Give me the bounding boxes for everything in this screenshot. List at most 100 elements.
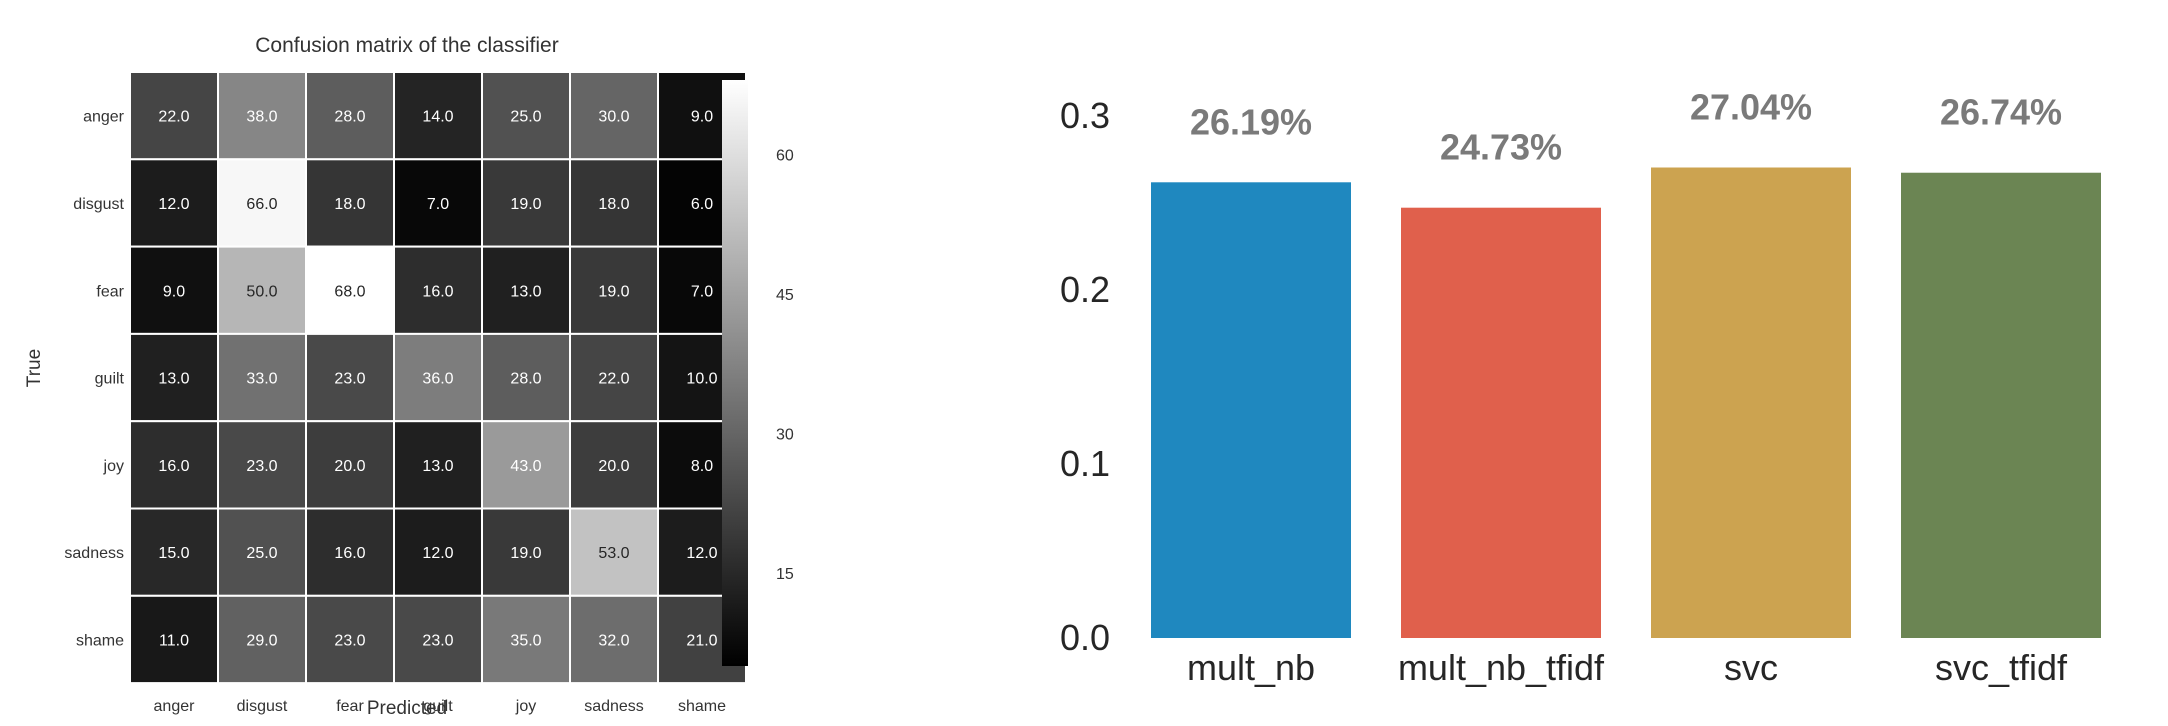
- heatmap-cell: [305, 158, 395, 248]
- heatmap-cell: [481, 594, 571, 685]
- heatmap-cell: [129, 594, 219, 685]
- heatmap-cell: [217, 507, 307, 597]
- heatmap-cell-label: 18.0: [334, 196, 365, 213]
- heatmap-cell: [393, 507, 483, 597]
- heatmap-y-tick-label: disgust: [73, 196, 124, 213]
- accuracy-bar-chart: 0.0 0.1 0.2 0.3 26.19% 24.73% 27.04% 26.74% mu…: [1060, 87, 2101, 688]
- bar-y-tick-label: 0.0: [1060, 617, 1110, 658]
- heatmap-cell-label: 15.0: [158, 545, 189, 562]
- heatmap-cell-label: 20.0: [334, 458, 365, 475]
- heatmap-cell-label: 20.0: [598, 458, 629, 475]
- heatmap-cell: [217, 71, 307, 161]
- heatmap-cell-label: 33.0: [246, 371, 277, 388]
- heatmap-cell-label: 25.0: [246, 545, 277, 562]
- heatmap-cell-label: 12.0: [422, 545, 453, 562]
- heatmap-cell-label: 29.0: [246, 632, 277, 649]
- heatmap-cell: [129, 507, 219, 597]
- heatmap-cell-label: 32.0: [598, 632, 629, 649]
- heatmap-cell-label: 35.0: [510, 632, 541, 649]
- heatmap-cell-label: 8.0: [691, 458, 713, 475]
- heatmap-cell-label: 53.0: [598, 545, 629, 562]
- heatmap-cell: [305, 245, 395, 335]
- heatmap-cell-label: 9.0: [691, 109, 713, 126]
- heatmap-cell: [393, 594, 483, 685]
- heatmap-cell: [217, 332, 307, 423]
- heatmap-cell-label: 12.0: [686, 545, 717, 562]
- heatmap-cell-label: 19.0: [510, 545, 541, 562]
- heatmap-cell: [305, 420, 395, 510]
- heatmap-cell-label: 43.0: [510, 458, 541, 475]
- heatmap-x-tick-label: sadness: [584, 698, 644, 715]
- heatmap-cell: [569, 594, 659, 685]
- heatmap-cell-label: 13.0: [158, 371, 189, 388]
- heatmap-cell: [305, 594, 395, 685]
- heatmap-cell-label: 21.0: [686, 632, 717, 649]
- heatmap-cell-label: 7.0: [691, 283, 713, 300]
- bar-value-label: 27.04%: [1690, 87, 1812, 128]
- bar-x-tick-label: svc: [1724, 647, 1778, 688]
- heatmap-cell: [481, 245, 571, 335]
- heatmap-cell-label: 23.0: [422, 632, 453, 649]
- heatmap-cell-label: 14.0: [422, 109, 453, 126]
- bar-x-tick-label: mult_nb_tfidf: [1398, 647, 1605, 688]
- heatmap-cell: [569, 245, 659, 335]
- heatmap-y-tick-label: sadness: [64, 545, 124, 562]
- heatmap-cell-label: 22.0: [158, 109, 189, 126]
- heatmap-cell-label: 16.0: [158, 458, 189, 475]
- heatmap-cell-label: 13.0: [510, 283, 541, 300]
- heatmap-cell-label: 50.0: [246, 283, 277, 300]
- colorbar-tick-label: 15: [776, 566, 794, 583]
- heatmap-y-tick-label: anger: [83, 109, 125, 126]
- heatmap-x-axis-label: Predicted: [367, 698, 447, 719]
- heatmap-cell-label: 11.0: [159, 632, 189, 649]
- heatmap-cell-label: 38.0: [246, 109, 277, 126]
- heatmap-cell: [481, 158, 571, 248]
- heatmap-cell-label: 16.0: [334, 545, 365, 562]
- heatmap-cell-label: 23.0: [334, 371, 365, 388]
- heatmap-x-tick-label: joy: [515, 698, 536, 715]
- heatmap-cell-label: 68.0: [334, 283, 365, 300]
- bar-value-labels: 26.19% 24.73% 27.04% 26.74%: [1190, 87, 2062, 168]
- heatmap-x-tick-label: guilt: [423, 698, 453, 715]
- heatmap-x-tick-label: disgust: [237, 698, 288, 715]
- bar-x-tick-label: mult_nb: [1187, 647, 1315, 688]
- heatmap-cell-labels: 22.0 38.0 28.0 14.0 25.0 30.0 9.0 12.0 66.0 18.0 7…: [158, 109, 717, 650]
- heatmap-cell-label: 6.0: [691, 196, 713, 213]
- heatmap-cell-label: 19.0: [598, 283, 629, 300]
- heatmap-cell-label: 10.0: [686, 371, 717, 388]
- heatmap-x-tick-labels: anger disgust fear guilt joy sadness shame: [154, 698, 727, 715]
- colorbar-gradient: [722, 80, 748, 666]
- heatmap-cell-label: 7.0: [427, 196, 449, 213]
- heatmap-cell-label: 12.0: [158, 196, 189, 213]
- bar-value-label: 26.74%: [1940, 92, 2062, 133]
- heatmap-y-tick-label: shame: [76, 632, 124, 649]
- heatmap-cell: [129, 420, 219, 510]
- heatmap-cell-label: 9.0: [163, 283, 185, 300]
- heatmap-cell-label: 25.0: [510, 109, 541, 126]
- colorbar-tick-label: 30: [776, 426, 794, 443]
- heatmap-cell: [217, 245, 307, 335]
- heatmap-cell-label: 36.0: [422, 371, 453, 388]
- bar-y-tick-labels: 0.0 0.1 0.2 0.3: [1060, 95, 1110, 658]
- heatmap-cell: [481, 507, 571, 597]
- bar-y-tick-label: 0.1: [1060, 443, 1110, 484]
- colorbar-tick-labels: 15 30 45 60: [776, 147, 794, 583]
- heatmap-cell: [569, 71, 659, 161]
- bar-svc: [1651, 167, 1851, 638]
- heatmap-cell: [569, 332, 659, 423]
- heatmap-cell: [393, 245, 483, 335]
- bar-mult_nb_tfidf: [1401, 207, 1601, 638]
- heatmap-cell: [129, 71, 219, 161]
- bar-mult_nb: [1151, 182, 1351, 638]
- heatmap-y-tick-label: guilt: [95, 371, 125, 388]
- bars: [1151, 167, 2101, 638]
- bar-value-label: 26.19%: [1190, 101, 1312, 142]
- heatmap-cell-label: 28.0: [334, 109, 365, 126]
- heatmap-y-tick-labels: anger disgust fear guilt joy sadness shame: [64, 109, 124, 650]
- bar-x-tick-labels: mult_nb mult_nb_tfidf svc svc_tfidf: [1187, 647, 2068, 688]
- heatmap-cell: [129, 158, 219, 248]
- colorbar-tick-label: 45: [776, 287, 794, 304]
- heatmap-cell-label: 22.0: [598, 371, 629, 388]
- heatmap-x-tick-label: shame: [678, 698, 726, 715]
